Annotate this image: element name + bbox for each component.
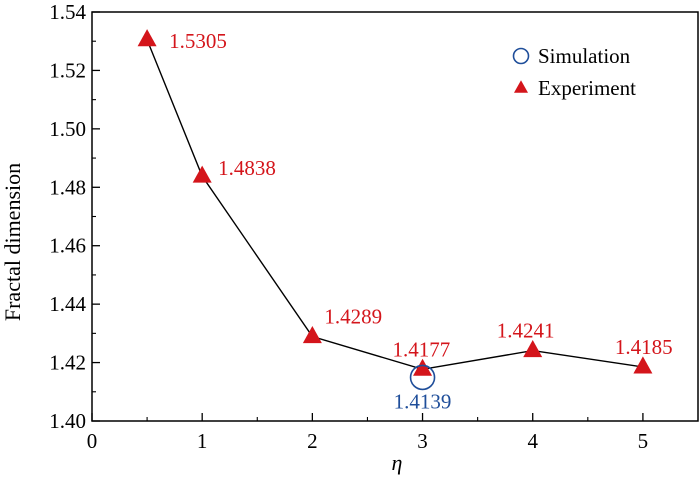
y-tick-label: 1.54 — [49, 0, 86, 24]
x-tick-label: 2 — [307, 429, 318, 453]
y-tick-label: 1.40 — [49, 409, 86, 433]
experiment-point — [137, 29, 157, 47]
x-axis-title: η — [392, 450, 403, 475]
y-tick-label: 1.46 — [49, 234, 86, 258]
x-tick-label: 3 — [417, 429, 428, 453]
simulation-data-label: 1.4139 — [394, 389, 452, 413]
experiment-point — [192, 165, 212, 183]
experiment-line — [146, 39, 644, 371]
ticks: 0 1 2 3 4 5 1.40 1.42 1.44 1.46 1.48 1.50 1.52 1.54 — [49, 0, 648, 453]
legend-experiment-marker — [514, 80, 528, 93]
experiment-data-label: 1.4241 — [497, 319, 555, 343]
experiment-point — [523, 339, 543, 358]
legend-experiment-label: Experiment — [538, 76, 636, 100]
x-tick-label: 4 — [527, 429, 538, 453]
experiment-point — [633, 356, 653, 374]
legend-simulation-marker — [512, 47, 530, 65]
experiment-data-label: 1.4289 — [324, 305, 382, 329]
series — [137, 29, 653, 391]
y-tick-label: 1.44 — [49, 292, 86, 316]
experiment-data-label: 1.5305 — [169, 29, 227, 53]
y-axis-title: Fractal dimension — [0, 163, 25, 321]
x-tick-label: 5 — [638, 429, 649, 453]
experiment-point — [302, 325, 322, 344]
y-tick-label: 1.48 — [49, 175, 86, 199]
x-tick-label: 1 — [197, 429, 208, 453]
y-tick-label: 1.42 — [49, 351, 86, 375]
y-tick-label: 1.52 — [49, 58, 86, 82]
experiment-point — [413, 358, 433, 376]
y-tick-label: 1.50 — [49, 117, 86, 141]
experiment-data-label: 1.4838 — [218, 156, 276, 180]
legend: Simulation Experiment — [512, 44, 636, 100]
data-labels: 1.5305 1.4838 1.4289 1.4177 1.4241 1.4185 1.41… — [169, 29, 673, 414]
experiment-data-label: 1.4177 — [393, 337, 451, 361]
experiment-data-label: 1.4185 — [615, 335, 673, 359]
x-tick-label: 0 — [87, 429, 98, 453]
simulation-point — [409, 364, 436, 391]
legend-simulation-label: Simulation — [538, 44, 631, 68]
